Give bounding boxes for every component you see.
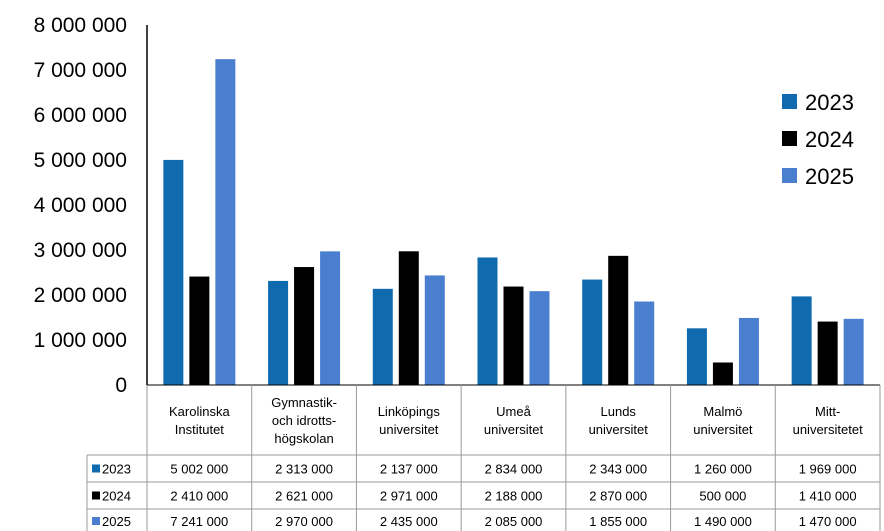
- table-series-name: 2025: [102, 514, 131, 529]
- bar-2024-6: [817, 321, 838, 385]
- category-label: och idrotts-: [272, 413, 336, 428]
- category-label: Linköpings: [378, 404, 441, 419]
- table-series-name: 2024: [102, 489, 131, 504]
- table-cell-value: 2 970 000: [275, 514, 333, 529]
- legend-key-2024: [782, 131, 797, 146]
- bar-2025-6: [843, 318, 864, 385]
- bar-2023-2: [372, 288, 393, 385]
- table-cell-value: 2 621 000: [275, 489, 333, 504]
- y-tick-label: 2 000 000: [34, 284, 127, 307]
- y-tick-label: 4 000 000: [34, 194, 127, 217]
- bar-2024-4: [608, 255, 629, 385]
- legend-label: 2023: [805, 90, 854, 115]
- table-cell-value: 500 000: [699, 489, 746, 504]
- table-series-name: 2023: [102, 462, 131, 477]
- bar-2023-4: [582, 279, 603, 385]
- legend-key-2023: [782, 94, 797, 109]
- category-label: universitet: [693, 422, 753, 437]
- table-cell-value: 2 410 000: [170, 489, 228, 504]
- table-cell-value: 2 188 000: [485, 489, 543, 504]
- table-cell-value: 2 343 000: [589, 462, 647, 477]
- table-cell-value: 1 855 000: [589, 514, 647, 529]
- table-cell-value: 5 002 000: [170, 462, 228, 477]
- table-cell-value: 2 085 000: [485, 514, 543, 529]
- table-legend-key-2023: [92, 464, 100, 473]
- legend-label: 2025: [805, 164, 854, 189]
- table-cell-value: 2 137 000: [380, 462, 438, 477]
- legend-label: 2024: [805, 127, 854, 152]
- category-label: Lunds: [601, 404, 637, 419]
- category-label: universitet: [484, 422, 544, 437]
- category-label: Institutet: [175, 422, 225, 437]
- table-cell-value: 2 435 000: [380, 514, 438, 529]
- category-label: Karolinska: [169, 404, 230, 419]
- y-tick-label: 8 000 000: [34, 14, 127, 37]
- bar-2025-0: [215, 59, 236, 385]
- table-cell-value: 1 470 000: [799, 514, 857, 529]
- table-cell-value: 1 490 000: [694, 514, 752, 529]
- y-tick-label: 5 000 000: [34, 149, 127, 172]
- bar-2024-5: [712, 362, 733, 385]
- y-tick-label: 3 000 000: [34, 239, 127, 262]
- table-cell-value: 2 313 000: [275, 462, 333, 477]
- bar-2025-5: [738, 317, 759, 385]
- bar-2025-4: [634, 301, 655, 385]
- bar-2023-6: [791, 296, 812, 385]
- table-cell-value: 2 971 000: [380, 489, 438, 504]
- category-label: Umeå: [496, 404, 531, 419]
- bar-2024-3: [503, 286, 524, 385]
- bar-2023-1: [268, 280, 289, 385]
- bar-2023-5: [686, 328, 707, 385]
- table-cell-value: 2 870 000: [589, 489, 647, 504]
- category-label: Malmö: [703, 404, 742, 419]
- category-label: universitetet: [793, 422, 863, 437]
- table-cell-value: 1 410 000: [799, 489, 857, 504]
- table-legend-key-2024: [92, 491, 100, 500]
- y-tick-label: 0: [115, 374, 127, 397]
- bar-2024-2: [398, 251, 419, 385]
- y-tick-label: 7 000 000: [34, 59, 127, 82]
- category-label: universitet: [589, 422, 649, 437]
- bar-2025-1: [320, 251, 341, 385]
- category-label: Gymnastik-: [271, 395, 337, 410]
- table-cell-value: 1 260 000: [694, 462, 752, 477]
- bar-2023-0: [163, 159, 184, 385]
- y-tick-label: 6 000 000: [34, 104, 127, 127]
- table-legend-key-2025: [92, 517, 100, 525]
- bar-2024-1: [294, 267, 315, 385]
- table-cell-value: 2 834 000: [485, 462, 543, 477]
- y-tick-label: 1 000 000: [34, 329, 127, 352]
- bar-2023-3: [477, 257, 498, 385]
- bar-2025-3: [529, 291, 550, 385]
- table-cell-value: 1 969 000: [799, 462, 857, 477]
- table-cell-value: 7 241 000: [170, 514, 228, 529]
- category-label: högskolan: [274, 431, 333, 446]
- category-label: universitet: [379, 422, 439, 437]
- category-label: Mitt-: [815, 404, 840, 419]
- bar-2024-0: [189, 276, 210, 385]
- bar-2025-2: [424, 275, 445, 385]
- legend-key-2025: [782, 168, 797, 183]
